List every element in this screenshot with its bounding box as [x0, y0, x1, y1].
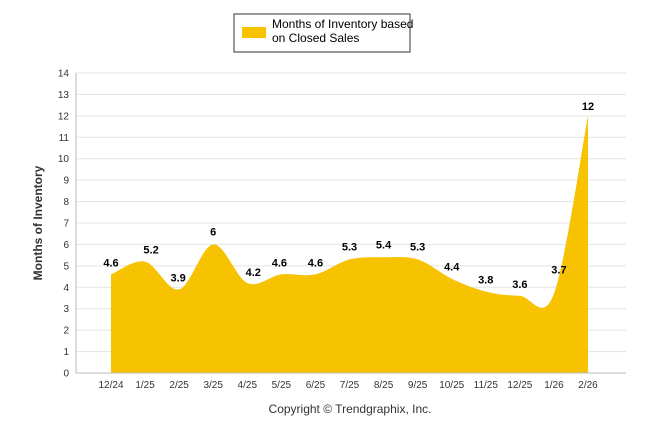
x-tick-label: 12/25 — [507, 380, 532, 391]
data-labels: 4.6 5.2 3.9 6 4.2 4.6 4.6 5.3 5.4 5.3 4.4 3.8 3.6 3.7… — [103, 101, 594, 291]
x-tick-label: 8/25 — [374, 380, 394, 391]
y-tick-label: 13 — [58, 90, 70, 101]
copyright-credit: Copyright © Trendgraphix, Inc. — [269, 402, 432, 416]
data-label: 4.6 — [272, 257, 287, 269]
y-tick-label: 11 — [59, 133, 70, 144]
axes — [75, 73, 626, 374]
x-tick-label: 6/25 — [306, 380, 326, 391]
x-tick-label: 1/26 — [544, 380, 564, 391]
y-tick-label: 7 — [63, 219, 69, 230]
legend: Months of Inventory based on Closed Sale… — [233, 13, 413, 53]
y-tick-label: 6 — [63, 240, 69, 251]
legend-label-line-1: Months of Inventory based — [272, 17, 413, 31]
data-label: 3.6 — [512, 279, 527, 291]
y-tick-label: 1 — [63, 347, 69, 358]
y-tick-label: 3 — [63, 304, 69, 315]
data-label: 5.3 — [342, 241, 357, 253]
data-label: 6 — [210, 226, 216, 238]
series-area-path — [111, 115, 588, 373]
data-label: 3.8 — [478, 275, 493, 287]
legend-label-line-2: on Closed Sales — [272, 31, 359, 45]
data-label: 4.6 — [103, 257, 118, 269]
x-tick-label: 2/26 — [578, 380, 598, 391]
x-tick-label: 11/25 — [474, 380, 499, 391]
y-tick-label: 4 — [63, 283, 69, 294]
data-label: 12 — [582, 101, 594, 113]
data-label: 3.9 — [170, 272, 185, 284]
y-tick-label: 2 — [63, 326, 69, 337]
y-tick-label: 14 — [58, 69, 70, 80]
x-tick-label: 4/25 — [238, 380, 258, 391]
x-tick-label: 10/25 — [439, 380, 464, 391]
y-tick-label: 5 — [63, 261, 69, 272]
x-tick-label: 5/25 — [272, 380, 292, 391]
x-tick-label: 2/25 — [169, 380, 189, 391]
series-area — [111, 115, 588, 373]
data-label: 5.2 — [143, 245, 158, 257]
x-tick-label: 12/24 — [98, 380, 123, 391]
y-axis-title: Months of Inventory — [31, 165, 45, 280]
x-tick-label: 1/25 — [135, 380, 155, 391]
data-label: 3.7 — [551, 265, 566, 277]
x-tick-label: 3/25 — [203, 380, 223, 391]
x-tick-label: 7/25 — [340, 380, 360, 391]
data-label: 5.4 — [376, 239, 392, 251]
y-tick-label: 0 — [63, 369, 69, 380]
data-label: 5.3 — [410, 241, 425, 253]
data-label: 4.2 — [246, 267, 261, 279]
data-label: 4.6 — [308, 257, 323, 269]
y-tick-label: 10 — [58, 154, 70, 165]
y-tick-label: 9 — [63, 176, 69, 187]
x-tick-label: 9/25 — [408, 380, 428, 391]
x-tick-labels: 12/24 1/25 2/25 3/25 4/25 5/25 6/25 7/25 8/25 9/2… — [98, 380, 598, 391]
y-tick-label: 8 — [63, 197, 69, 208]
legend-swatch — [242, 27, 266, 38]
data-label: 4.4 — [444, 262, 460, 274]
y-tick-label: 12 — [58, 111, 70, 122]
